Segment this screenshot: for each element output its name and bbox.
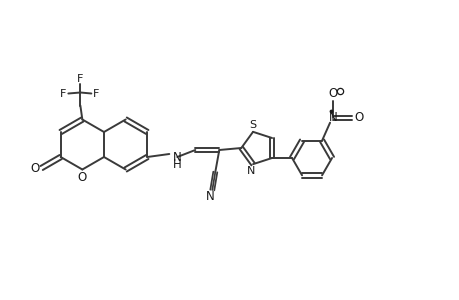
Text: F: F — [60, 88, 67, 98]
Text: N: N — [173, 151, 181, 164]
Text: O: O — [30, 161, 39, 175]
Text: O: O — [78, 171, 87, 184]
Text: O: O — [353, 111, 363, 124]
Text: N: N — [246, 166, 255, 176]
Text: N: N — [328, 111, 337, 124]
Text: O: O — [328, 87, 337, 100]
Text: F: F — [77, 74, 84, 83]
Text: H: H — [173, 158, 181, 170]
Text: S: S — [249, 120, 256, 130]
Text: N: N — [206, 190, 214, 203]
Text: F: F — [93, 88, 99, 98]
